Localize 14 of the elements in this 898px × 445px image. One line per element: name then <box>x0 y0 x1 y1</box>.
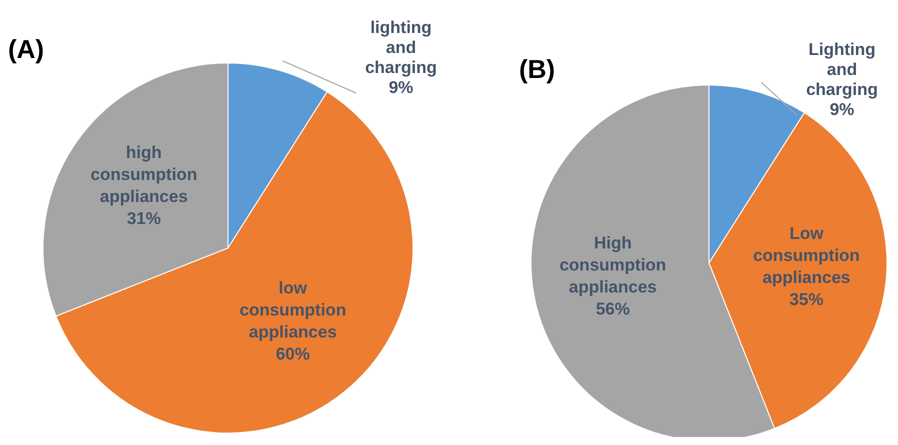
data-label: 60% <box>276 344 310 364</box>
data-label: 9% <box>388 78 414 97</box>
slice-label: high consumption appliances <box>90 142 198 206</box>
data-label: 56% <box>596 299 630 318</box>
slice-label: low consumption appliances <box>240 278 346 342</box>
slice-label: Lighting and charging <box>806 40 878 99</box>
data-label: 31% <box>126 208 161 228</box>
slice-label: lighting and charging <box>365 18 437 77</box>
data-label: 9% <box>830 100 854 119</box>
data-label: 35% <box>789 290 824 310</box>
text: (B) <box>519 54 556 84</box>
slice-label: Low consumption appliances <box>753 224 860 288</box>
text: (A) <box>8 34 44 64</box>
slice-label: High consumption appliances <box>559 233 666 296</box>
